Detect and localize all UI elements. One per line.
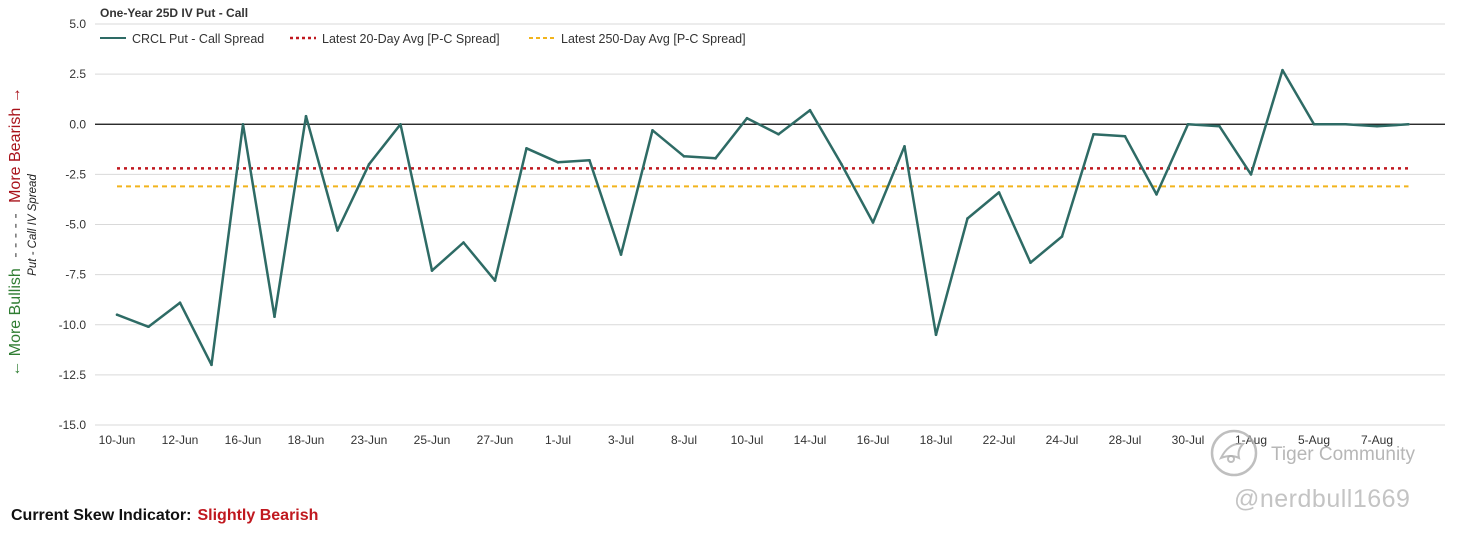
legend-item-20day[interactable]: Latest 20-Day Avg [P-C Spread] <box>290 32 500 46</box>
spread-point <box>651 128 654 132</box>
spread-point <box>1218 124 1221 128</box>
spread-point <box>399 122 402 126</box>
x-tick-label: 27-Jun <box>477 433 514 447</box>
x-tick-label: 3-Jul <box>608 433 634 447</box>
y-tick-label: 0.0 <box>69 117 86 131</box>
spread-point <box>493 279 497 282</box>
x-tick-label: 24-Jul <box>1046 433 1079 447</box>
y-axis-secondary-label: Put - Call IV Spread <box>27 174 39 276</box>
watermark: Tiger Community @nerdbull1669 <box>1209 428 1429 523</box>
x-tick-label: 12-Jun <box>162 433 199 447</box>
x-tick-label: 10-Jun <box>99 433 136 447</box>
spread-series-line <box>116 68 1409 367</box>
spread-point <box>934 333 938 337</box>
spread-point <box>619 253 623 256</box>
y-tick-label: -15.0 <box>59 418 87 432</box>
reference-lines <box>95 123 1445 188</box>
svg-text:← More Bullish - - - - -: ← More Bullish - - - - - More Bearish → <box>7 87 24 376</box>
spread-point <box>147 325 150 329</box>
skew-indicator: Current Skew Indicator: Slightly Bearish <box>11 507 318 525</box>
spread-point <box>808 108 812 112</box>
watermark-handle: @nerdbull1669 <box>1234 485 1411 513</box>
spread-point <box>525 147 528 150</box>
legend[interactable]: CRCL Put - Call Spread Latest 20-Day Avg… <box>100 32 746 46</box>
x-tick-label: 16-Jun <box>225 433 262 447</box>
y-tick-label: 2.5 <box>69 67 86 81</box>
spread-point <box>430 269 434 272</box>
y-tick-labels: 5.0 2.5 0.0 -2.5 -5.0 -7.5 -10.0 -12.5 -15.0 <box>59 17 87 432</box>
x-tick-label: 14-Jul <box>794 433 827 447</box>
x-tick-label: 7-Aug <box>1361 433 1393 447</box>
x-tick-label: 8-Jul <box>671 433 697 447</box>
spread-point <box>273 315 276 319</box>
spread-point <box>682 155 686 158</box>
y-tick-label: -12.5 <box>59 368 87 382</box>
legend-label-20day: Latest 20-Day Avg [P-C Spread] <box>322 32 500 46</box>
spread-point <box>1249 173 1253 176</box>
spread-point <box>1281 68 1284 72</box>
spread-point <box>1344 122 1347 126</box>
spread-point <box>745 116 749 120</box>
y-tick-label: 5.0 <box>69 17 86 31</box>
spread-point <box>1312 122 1316 126</box>
watermark-brand: Tiger Community <box>1271 444 1415 465</box>
y-tick-label: -5.0 <box>65 218 86 232</box>
y-axis-title: ← More Bullish - - - - - More Bearish → <box>7 87 24 376</box>
spread-point <box>336 229 339 232</box>
spread-point <box>178 301 182 304</box>
y-tick-label: -2.5 <box>65 167 86 181</box>
x-tick-label: 28-Jul <box>1109 433 1142 447</box>
spread-point <box>304 114 308 118</box>
legend-item-spread[interactable]: CRCL Put - Call Spread <box>100 32 264 46</box>
x-tick-label: 5-Aug <box>1298 433 1330 447</box>
x-tick-label: 23-Jun <box>351 433 388 447</box>
spread-point <box>115 313 119 317</box>
series-layer <box>115 68 1410 367</box>
x-tick-labels: 10-Jun 12-Jun 16-Jun 18-Jun 23-Jun 25-Jun 27-J… <box>99 433 1393 447</box>
x-tick-label: 30-Jul <box>1172 433 1205 447</box>
spread-point <box>966 217 969 220</box>
spread-point <box>1029 261 1032 264</box>
spread-point <box>1186 122 1190 126</box>
spread-point <box>777 132 780 136</box>
spread-point <box>1092 132 1095 136</box>
spread-point <box>462 241 465 244</box>
x-tick-label: 10-Jul <box>731 433 764 447</box>
y-axis-separator: - - - - - <box>7 213 24 257</box>
grid-lines <box>95 23 1445 426</box>
tiger-logo-icon <box>1210 429 1258 477</box>
spread-point <box>840 163 843 166</box>
x-tick-label: 16-Jul <box>857 433 890 447</box>
spread-point <box>871 221 875 224</box>
legend-label-spread: CRCL Put - Call Spread <box>132 32 264 46</box>
spread-point <box>1407 122 1410 126</box>
spread-point <box>210 363 213 367</box>
spread-point <box>997 191 1001 194</box>
spread-point <box>903 145 906 148</box>
skew-indicator-label: Current Skew Indicator: <box>11 507 192 524</box>
spread-point <box>1123 134 1127 138</box>
y-axis-bearish-label: More Bearish → <box>7 87 24 203</box>
spread-point <box>1060 235 1064 238</box>
y-axis-bullish-label: ← More Bullish <box>7 268 24 376</box>
spread-point <box>1375 124 1379 128</box>
legend-item-250day[interactable]: Latest 250-Day Avg [P-C Spread] <box>529 32 746 46</box>
spread-point <box>1155 193 1158 196</box>
legend-label-250day: Latest 250-Day Avg [P-C Spread] <box>561 32 746 46</box>
spread-point <box>714 157 717 160</box>
chart-title: One-Year 25D IV Put - Call <box>100 6 248 20</box>
spread-point <box>367 163 371 166</box>
spread-point <box>241 122 245 126</box>
skew-chart: One-Year 25D IV Put - Call 5.0 2.5 0.0 -2.5… <box>7 6 1445 447</box>
spread-point <box>556 161 560 164</box>
y-tick-label: -10.0 <box>59 318 87 332</box>
x-tick-label: 22-Jul <box>983 433 1016 447</box>
x-tick-label: 18-Jul <box>920 433 953 447</box>
x-tick-label: 1-Jul <box>545 433 571 447</box>
spread-point <box>588 159 591 162</box>
x-tick-label: 18-Jun <box>288 433 325 447</box>
y-tick-label: -7.5 <box>65 268 86 282</box>
skew-indicator-value: Slightly Bearish <box>197 507 319 524</box>
x-tick-label: 25-Jun <box>414 433 451 447</box>
